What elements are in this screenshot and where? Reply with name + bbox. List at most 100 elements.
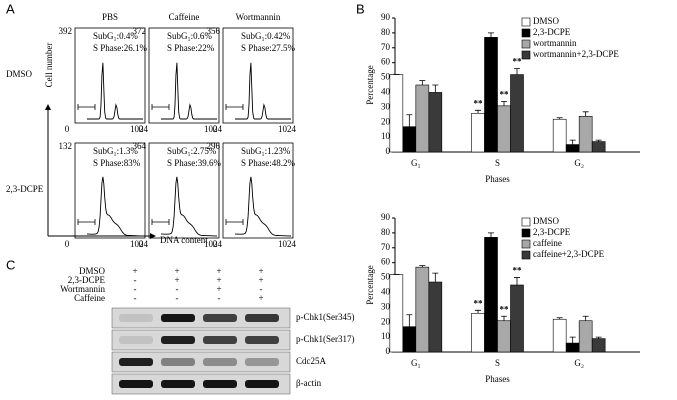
y-axis-label: Cell number [44,43,54,88]
gate-marker [225,104,244,110]
blot-band [161,314,195,322]
y-tick-label: 30 [381,101,391,111]
row-header: DMSO [6,69,33,79]
bar [552,118,567,153]
legend-label: DMSO [533,216,560,226]
x-tick-label: 1024 [278,239,297,249]
x-tick-label: G₁ [411,358,421,368]
bar [578,320,593,353]
treatment-sign: + [258,275,263,285]
x-tick-label: 0 [65,239,70,249]
bar [389,274,404,353]
error-bar [406,314,413,327]
blot-band [245,314,279,322]
sphase-label: S Phase:26.1% [93,43,148,53]
y-axis-label: Percentage [365,265,375,304]
bar [510,284,524,353]
histogram-frame [74,142,146,239]
y-tick-label: 60 [381,257,391,267]
count-label: 392 [59,26,73,36]
blot-strip [111,307,291,329]
x-tick-label: 1024 [278,124,297,134]
x-tick-label: 0 [139,124,144,134]
count-label: 356 [207,26,221,36]
column-header: PBS [102,12,118,22]
count-label: 296 [207,141,221,151]
error-bar [432,84,439,93]
legend-label: DMSO [533,16,560,26]
histogram-frame [148,142,220,239]
bar [510,74,524,153]
column-header: Caffeine [169,12,200,22]
legend-swatch [521,228,531,238]
treatment-sign: + [132,266,137,276]
bar [402,126,417,153]
error-bar [488,232,494,238]
arrow-head [45,104,51,110]
significance: ** [513,266,523,276]
x-tick-label: 1024 [204,239,223,249]
blot-strip [111,351,291,373]
blot-band [203,358,237,366]
panel-label: C [6,257,15,272]
x-axis-label: DNA content [160,235,208,245]
subg1-label: SubG₁:0.42% [241,31,291,41]
treatment-label: 2,3-DCPE [68,275,106,285]
x-tick-label: 0 [139,239,144,249]
sphase-label: S Phase:39.6% [167,158,222,168]
sphase-label: S Phase:83% [93,158,141,168]
x-tick-label: G₁ [411,158,421,168]
significance: ** [513,57,523,67]
legend-label: caffeine+2,3-DCPE [533,249,605,259]
x-tick-label: 1024 [130,124,149,134]
error-bar [582,111,589,117]
gate-marker [225,219,244,225]
error-bar [488,32,494,38]
bar [415,266,430,353]
blot-band [119,380,153,388]
error-bar [556,317,563,320]
treatment-sign: + [174,266,179,276]
band-label: Cdc25A [296,356,326,366]
error-bar [419,80,426,85]
y-tick-label: 20 [381,316,391,326]
x-tick-label: G₂ [574,158,584,168]
error-bar [514,277,520,285]
histogram-curve [87,62,143,120]
blot-band [245,336,279,344]
blot-band [203,380,237,388]
error-bar [475,109,481,114]
y-tick-label: 40 [381,287,391,297]
subg1-label: SubG₁:1.3% [93,146,138,156]
x-axis-label: Phases [485,174,510,184]
treatment-sign: - [218,293,221,303]
legend-swatch [521,17,531,27]
treatment-sign: + [216,275,221,285]
bar [552,318,567,353]
legend-swatch [521,28,531,38]
x-tick-label: S [495,158,500,168]
sphase-label: S Phase:27.5% [241,43,296,53]
y-tick-label: 0 [386,346,391,356]
legend-swatch [521,239,531,249]
subg1-label: SubG₁:0.6% [167,31,212,41]
y-tick-label: 80 [381,27,391,37]
y-tick-label: 50 [381,72,391,82]
bar [484,237,498,353]
bar [471,112,485,153]
blot-band [119,336,153,344]
x-tick-label: 0 [65,124,70,134]
x-axis-label: Phases [485,374,510,384]
gate-marker [77,219,96,225]
error-bar [556,117,563,120]
bar [402,326,417,353]
legend-label: caffeine [533,238,562,248]
blot-strip [111,373,291,395]
histogram-curve [234,176,291,237]
treatment-sign: + [258,293,263,303]
error-bar [514,68,520,75]
error-bar [595,336,602,339]
bar [591,141,606,153]
blot-band [161,380,195,388]
bar [415,84,430,153]
